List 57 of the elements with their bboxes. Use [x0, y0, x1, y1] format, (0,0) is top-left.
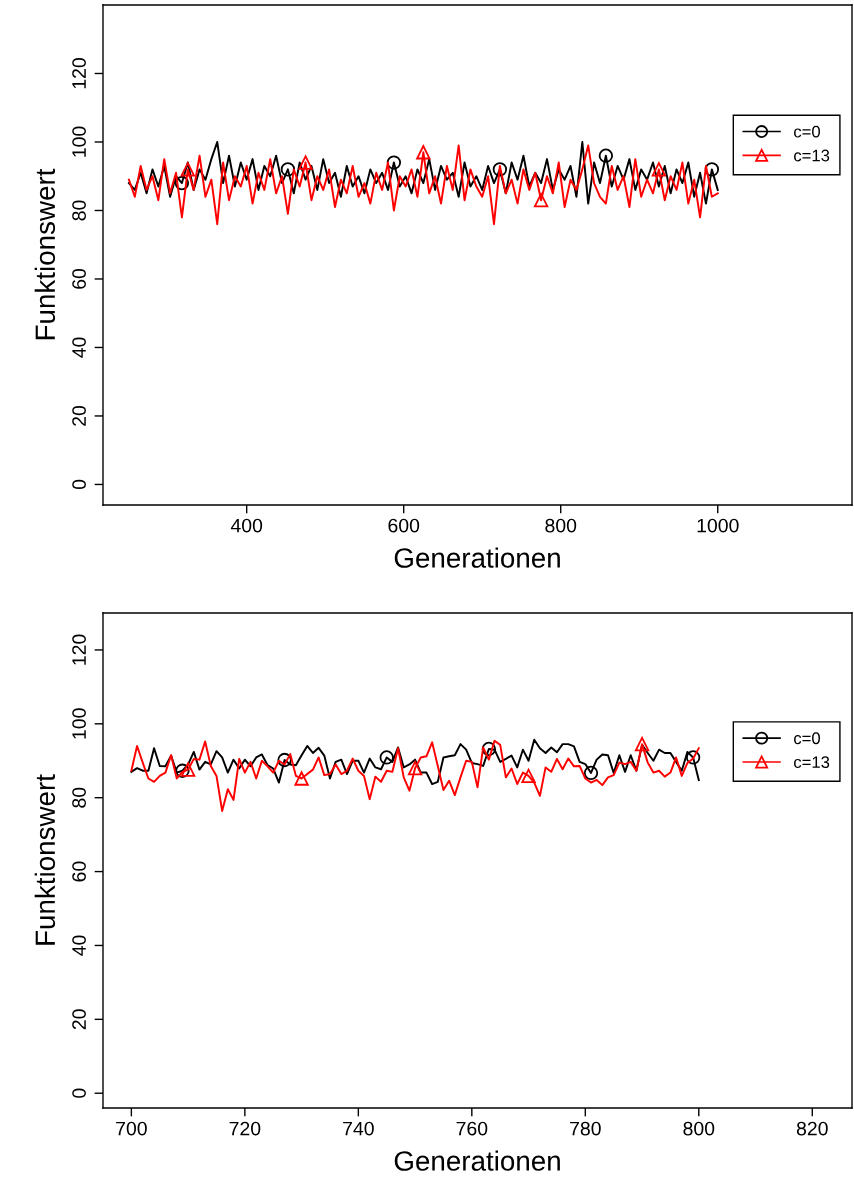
legend-label: c=0 — [794, 732, 820, 745]
point — [492, 162, 508, 177]
point — [298, 155, 313, 170]
x-tick-label: 1000 — [697, 518, 739, 533]
point — [277, 752, 292, 768]
y-tick-label: 40 — [72, 935, 86, 956]
x-tick-label: 740 — [343, 1121, 374, 1136]
point — [175, 763, 190, 778]
x-tick-label: 820 — [796, 1121, 828, 1136]
y-tick-label: 100 — [72, 708, 86, 739]
x-tick-label: 760 — [456, 1121, 488, 1136]
x-axis-title: Generationen — [394, 1150, 560, 1171]
x-tick-label: 720 — [229, 1121, 261, 1136]
legend-label: c=0 — [794, 125, 820, 138]
y-tick-label: 20 — [72, 405, 86, 426]
point — [598, 148, 614, 163]
y-tick-label: 60 — [72, 268, 86, 289]
y-axis-title: Funktionswert — [34, 774, 56, 945]
point — [416, 145, 431, 160]
point — [481, 741, 497, 757]
point — [280, 162, 296, 177]
y-tick-label: 60 — [72, 861, 86, 882]
x-axis-title: Generationen — [394, 547, 560, 568]
line-series — [127, 144, 719, 226]
y-tick-label: 0 — [72, 479, 86, 490]
x-tick-label: 600 — [388, 518, 420, 533]
y-tick-label: 120 — [72, 634, 86, 665]
point — [379, 750, 394, 765]
x-tick-label: 800 — [683, 1121, 715, 1136]
point — [294, 771, 309, 786]
y-tick-label: 80 — [72, 200, 86, 221]
y-tick-label: 0 — [72, 1088, 86, 1098]
legend-label: c=13 — [794, 149, 830, 162]
x-tick-label: 780 — [570, 1121, 601, 1136]
y-tick-label: 80 — [72, 787, 86, 808]
y-tick-label: 20 — [72, 1009, 86, 1030]
point — [180, 762, 196, 777]
point — [634, 736, 650, 752]
y-tick-label: 120 — [72, 58, 86, 89]
point — [651, 162, 667, 177]
x-tick-label: 800 — [545, 518, 577, 533]
point — [521, 768, 536, 784]
legend-label: c=13 — [794, 756, 830, 769]
x-tick-label: 700 — [116, 1121, 147, 1136]
point — [704, 162, 720, 177]
point — [180, 162, 195, 177]
point — [685, 750, 701, 765]
y-tick-label: 100 — [72, 126, 86, 157]
point — [174, 175, 190, 191]
point — [583, 765, 599, 781]
point — [533, 193, 549, 208]
y-axis-title: Funktionswert — [34, 168, 56, 340]
y-tick-label: 40 — [72, 337, 86, 358]
point — [386, 155, 402, 170]
line-series — [127, 141, 720, 205]
point — [407, 760, 423, 776]
x-tick-label: 400 — [230, 518, 263, 533]
